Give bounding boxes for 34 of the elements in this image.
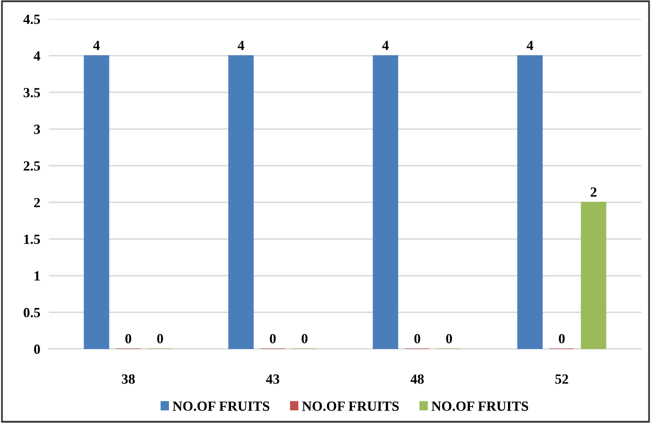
- legend-label: NO.OF FRUITS: [432, 402, 528, 411]
- y-tick-label: 4.5: [23, 14, 40, 24]
- y-tick-label: 3: [34, 124, 40, 134]
- bar: [228, 55, 254, 349]
- data-label: 0: [125, 334, 132, 344]
- data-label: 0: [270, 334, 276, 344]
- y-tick-label: 2.5: [24, 161, 40, 171]
- data-label: 4: [382, 40, 389, 50]
- data-label: 0: [302, 334, 308, 344]
- x-tick-label: 38: [122, 374, 135, 384]
- bar: [372, 55, 398, 349]
- legend-label: NO.OF FRUITS: [172, 402, 270, 411]
- data-label: 0: [414, 334, 420, 344]
- data-label: 4: [526, 40, 534, 50]
- data-label: 4: [238, 40, 244, 50]
- data-label: 4: [93, 40, 100, 50]
- y-tick-label: 0.5: [24, 308, 40, 318]
- y-tick-label: 1.5: [24, 234, 40, 244]
- x-tick-label: 52: [555, 374, 568, 384]
- y-tick-label: 3.5: [24, 88, 40, 98]
- legend-label: NO.OF FRUITS: [302, 402, 399, 411]
- bar: [517, 55, 543, 349]
- bar: [580, 202, 606, 349]
- y-tick-label: 4: [34, 51, 40, 61]
- bar: [84, 55, 110, 349]
- data-label: 2: [590, 187, 596, 197]
- data-label: 0: [558, 334, 565, 344]
- x-tick-label: 43: [266, 374, 280, 384]
- y-tick-label: 0: [34, 344, 40, 354]
- y-tick-label: 1: [34, 271, 40, 280]
- x-tick-label: 48: [410, 374, 424, 384]
- data-label: 0: [157, 334, 164, 344]
- y-tick-label: 2: [34, 198, 40, 208]
- data-label: 0: [446, 334, 452, 344]
